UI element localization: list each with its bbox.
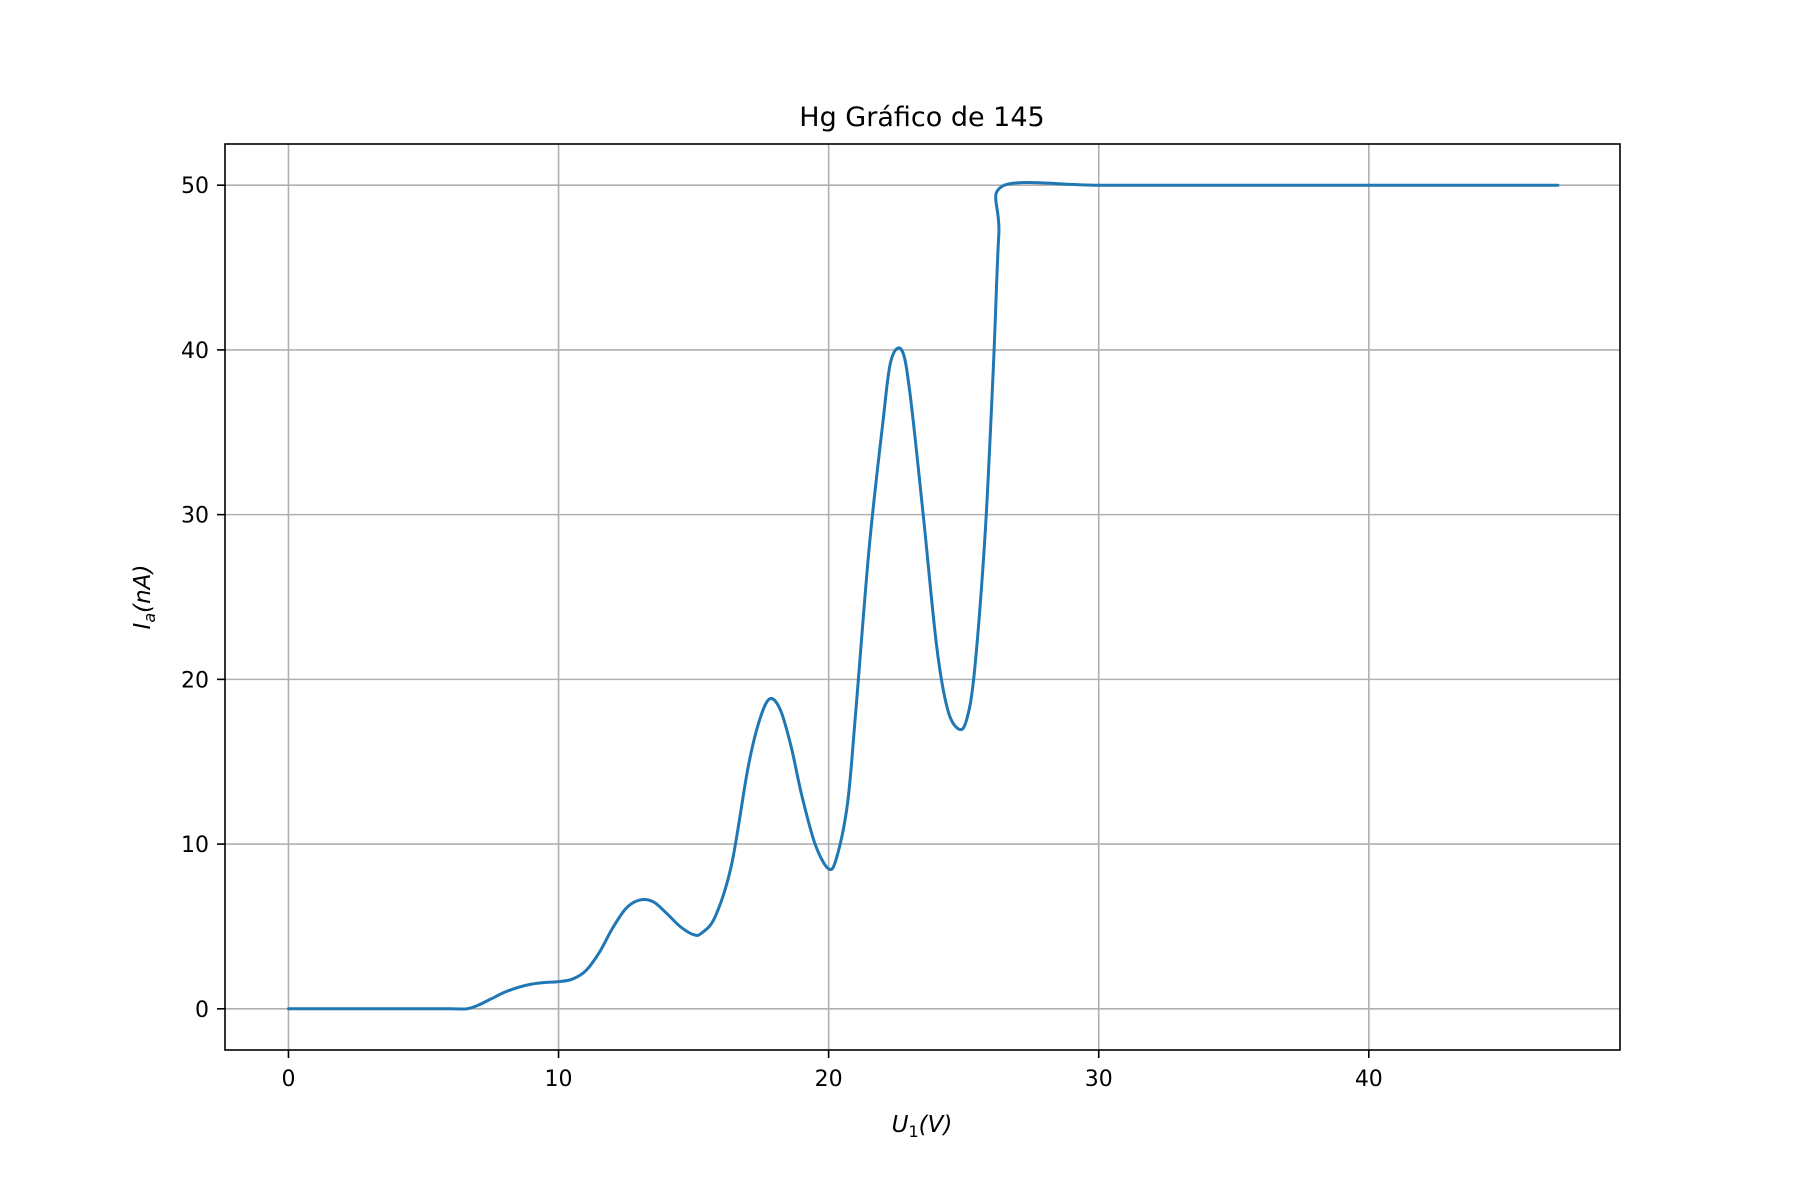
x-tick-label: 20 [815, 1067, 843, 1092]
x-tick-label: 40 [1355, 1067, 1383, 1092]
x-axis-label-sub: 1 [908, 1122, 918, 1141]
y-tick-label: 20 [181, 668, 209, 693]
plot-frame [224, 143, 1621, 1051]
ticks: 0 10 20 30 40 0 10 20 30 40 50 [181, 174, 1383, 1092]
x-tick-label: 10 [545, 1067, 573, 1092]
y-tick-label: 30 [181, 504, 209, 529]
y-tick-label: 40 [181, 339, 209, 364]
x-axis-label-main: U [892, 1112, 909, 1138]
x-tick-label: 30 [1085, 1067, 1113, 1092]
y-axis-label-rest: (nA) [130, 565, 156, 613]
y-axis-label: Ia(nA) [130, 565, 159, 630]
y-tick-label: 10 [181, 833, 209, 858]
series-layer [287, 181, 1560, 1011]
y-axis-label-sub: a [140, 613, 159, 623]
x-tick-label: 0 [281, 1067, 295, 1092]
y-tick-label: 0 [195, 998, 209, 1023]
y-axis-label-main: I [130, 622, 156, 629]
plot-area [225, 144, 1620, 1050]
x-axis-label: U1(V) [892, 1112, 953, 1141]
x-axis-label-rest: (V) [919, 1112, 953, 1138]
chart-title: Hg Gráfico de 145 [799, 102, 1044, 133]
y-tick-label: 50 [181, 174, 209, 199]
